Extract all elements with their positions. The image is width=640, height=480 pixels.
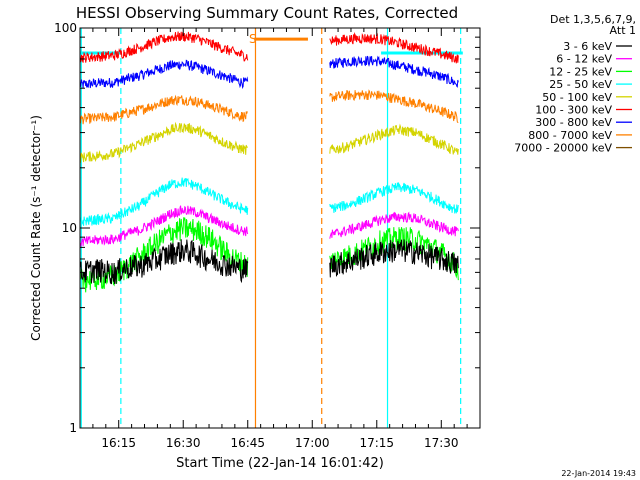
x-tick-label: 16:30: [166, 436, 201, 450]
legend-label: 6 - 12 keV: [556, 53, 612, 66]
y-axis: 1 10 100: [54, 21, 480, 435]
series-line: [79, 205, 459, 247]
annotation-label: S: [249, 32, 257, 46]
legend-label: 50 - 100 keV: [542, 91, 612, 104]
annotations: S: [80, 32, 463, 55]
y-tick-label: 10: [62, 221, 77, 235]
legend-label: 12 - 25 keV: [549, 65, 612, 78]
y-axis-label: Corrected Count Rate (s⁻¹ detector⁻¹): [29, 115, 43, 341]
legend-label: 3 - 6 keV: [563, 40, 612, 53]
y-tick-label: 1: [69, 421, 77, 435]
legend-label: 100 - 300 keV: [535, 104, 612, 117]
x-axis: 16:15 16:30 16:45 17:00 17:15 17:30: [92, 28, 468, 450]
legend-label: 800 - 7000 keV: [528, 129, 612, 142]
series-line: [79, 89, 459, 125]
chart-title: HESSI Observing Summary Count Rates, Cor…: [76, 4, 458, 22]
series-layer: [79, 31, 459, 293]
vertical-markers: [80, 28, 462, 428]
x-tick-label: 17:30: [424, 436, 459, 450]
plot-frame: [79, 27, 481, 429]
series-line: [79, 121, 459, 163]
series-line: [79, 239, 459, 285]
legend-header: Att 1: [610, 24, 636, 37]
x-axis-label: Start Time (22-Jan-14 16:01:42): [176, 456, 384, 471]
x-tick-label: 17:00: [295, 436, 330, 450]
x-tick-label: 16:15: [101, 436, 136, 450]
legend-label: 7000 - 20000 keV: [514, 142, 612, 155]
y-tick-label: 100: [54, 21, 77, 35]
series-line: [79, 55, 459, 90]
x-tick-label: 17:15: [359, 436, 394, 450]
legend-header: Det 1,3,5,6,7,9,: [550, 13, 636, 26]
legend-label: 300 - 800 keV: [535, 116, 612, 129]
legend-label: 25 - 50 keV: [549, 78, 612, 91]
series-line: [79, 31, 459, 64]
x-tick-label: 16:45: [230, 436, 265, 450]
timestamp: 22-Jan-2014 19:43: [561, 469, 636, 478]
series-line: [79, 177, 459, 226]
